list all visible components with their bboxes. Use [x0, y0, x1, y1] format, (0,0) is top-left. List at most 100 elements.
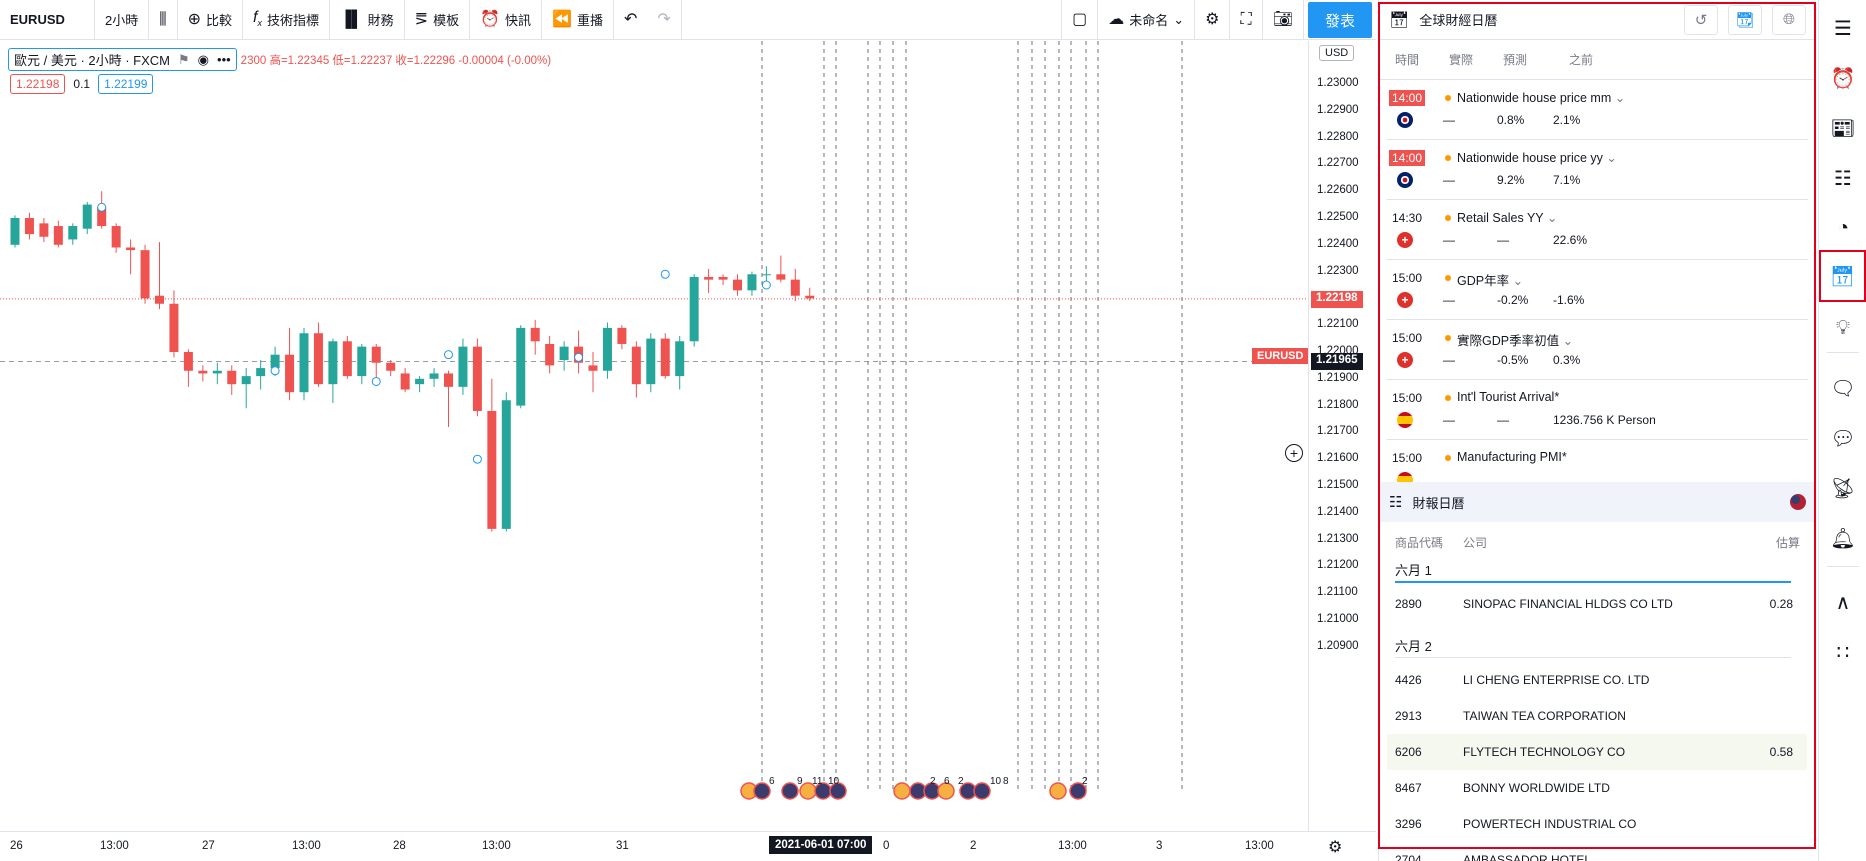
axis-settings-gear-icon[interactable]: ⚙ [1328, 839, 1343, 856]
calendar-event-row[interactable]: 14:00 Nationwide house price yy ⌄ —9.2% 7.1… [1387, 140, 1808, 200]
streams-icon[interactable]: 💬︎ [1830, 427, 1856, 450]
chevron-down-icon[interactable]: ⌄ [1614, 91, 1626, 105]
candle-body [415, 378, 425, 385]
more-icon[interactable]: ••• [217, 52, 231, 67]
price-tick: 1.21700 [1317, 425, 1359, 438]
templates-icon: ⪚ [414, 10, 429, 28]
calendar-event-row[interactable]: 15:00 Int'l Tourist Arrival* — —1236.756 K … [1387, 380, 1808, 440]
event-time: 14:30 [1392, 211, 1423, 225]
candle-body [39, 223, 49, 237]
calendar-event-row[interactable]: 14:30 Retail Sales YY ⌄ + — — 22.6% [1387, 200, 1808, 260]
candle-body [617, 327, 627, 344]
time-axis[interactable]: 26 13:00 27 13:00 28 13:00 31 0 2 13:00 3 13:00 202… [0, 831, 1376, 861]
calendar-icon[interactable]: 📅︎ [1819, 250, 1866, 302]
alerts-label: 快訊 [505, 13, 532, 28]
price-chart[interactable]: 6 9 11 10 2 6 2 10 8 2 [0, 41, 1308, 831]
calendar-event-row[interactable]: 15:00 Manufacturing PMI* [1387, 440, 1808, 482]
symbol-search-button[interactable]: EURUSD [0, 0, 95, 40]
earnings-row[interactable]: 2913 TAIWAN TEA CORPORATION [1387, 698, 1807, 734]
chart-area[interactable]: 6 9 11 10 2 6 2 10 8 2 歐元 / 美元 · 2小時 · FXCM ⚑ ◉ •… [0, 41, 1376, 861]
templates-button[interactable]: ⪚ 模板 [405, 0, 471, 40]
financials-label: 財務 [367, 13, 394, 28]
alarm-clock-icon[interactable]: ⏰ [1830, 67, 1856, 90]
sell-button[interactable]: 1.22198 [10, 74, 66, 94]
candle-body [285, 354, 295, 393]
us-flag-icon[interactable] [1790, 494, 1806, 510]
candles-icon: ⫼ [159, 10, 167, 28]
layout-name-label: 未命名 [1129, 13, 1169, 28]
financials-button[interactable]: ▐▌ 財務 [330, 0, 405, 40]
calendar-event-row[interactable]: 15:00 實際GDP季率初值 ⌄ + — -0.5% 0.3% [1387, 320, 1808, 380]
watchlist-icon[interactable]: ☰ [1834, 17, 1852, 40]
redo-icon: ↷ [657, 10, 671, 28]
earnings-company: LI CHENG ENTERPRISE CO. LTD [1463, 673, 1650, 687]
calendar-event-row[interactable]: 15:00 GDP年率 ⌄ + — -0.2% -1.6% [1387, 260, 1808, 320]
earnings-row[interactable]: 6206 FLYTECH TECHNOLOGY CO 0.58 [1387, 734, 1807, 770]
importance-dot-icon [1445, 275, 1451, 281]
candle-body [400, 373, 410, 390]
crosshair-plus-icon[interactable]: + [1285, 444, 1303, 462]
indicators-button[interactable]: fx 技術指標 [243, 0, 330, 40]
earnings-row[interactable]: 8467 BONNY WORLDWIDE LTD [1387, 770, 1807, 806]
earnings-code: 4426 [1395, 673, 1422, 687]
replay-label: 重播 [576, 13, 603, 28]
price-axis[interactable]: USD 1.23000 1.22900 1.22800 1.22700 1.22600 1… [1308, 41, 1376, 831]
ideas-icon[interactable]: 💡︎ [1836, 316, 1850, 339]
event-forecast: — [1497, 413, 1509, 427]
event-count-label: 9 [797, 776, 803, 787]
right-sidebar: ☰ ⏰ 📰︎ ☷ ◔ 📅︎ 💡︎ 🗨︎ 💬︎ 📡︎ 🔔︎ ∧ ∷ [1818, 0, 1866, 861]
trading-panel-icon[interactable]: ∧ [1835, 591, 1851, 614]
calendar-event-row[interactable]: 14:00 Nationwide house price mm ⌄ —0.8% 2.1… [1387, 80, 1808, 140]
layout-name-button[interactable]: ☁ 未命名 ⌄ [1098, 0, 1196, 40]
compare-button[interactable]: ⊕ 比較 [178, 0, 244, 40]
chevron-down-icon[interactable]: ⌄ [1606, 151, 1617, 165]
news-icon[interactable]: 📰︎ [1830, 117, 1856, 140]
earnings-row[interactable]: 4426 LI CHENG ENTERPRISE CO. LTD [1387, 662, 1807, 698]
candle-body [68, 226, 78, 240]
dom-icon[interactable]: ∷ [1836, 641, 1850, 664]
symbol-price-tag: EURUSD [1252, 348, 1309, 364]
event-name-text: Int'l Tourist Arrival* [1457, 390, 1560, 404]
globe-icon[interactable]: 🌐︎ [1772, 4, 1806, 35]
notifications-icon[interactable]: 🔔︎ [1830, 527, 1856, 550]
chats-icon[interactable]: 🗨︎ [1830, 377, 1856, 400]
earnings-row[interactable]: 2890 SINOPAC FINANCIAL HLDGS CO LTD 0.28 [1387, 586, 1807, 622]
replay-button[interactable]: ⏪ 重播 [542, 0, 614, 40]
legend-title: 歐元 / 美元 · 2小時 · FXCM [14, 53, 171, 68]
fullscreen-layout-button[interactable]: ▢ [1061, 0, 1099, 40]
interval-button[interactable]: 2小時 [95, 0, 150, 40]
flag-icon[interactable]: ⚑ [178, 51, 190, 67]
candle-body [660, 338, 670, 377]
history-icon[interactable]: ↺ [1684, 4, 1718, 35]
snapshot-button[interactable]: 📷︎ [1263, 0, 1304, 40]
undo-button[interactable]: ↶ [614, 0, 647, 40]
settings-button[interactable]: ⚙ [1195, 0, 1231, 40]
event-count-label: 10 [828, 776, 840, 787]
publish-button[interactable]: 發表 [1308, 2, 1372, 38]
candle-body [761, 274, 771, 276]
earnings-row[interactable]: 2704 AMBASSADOR HOTEL [1387, 842, 1807, 861]
legend-title-box[interactable]: 歐元 / 美元 · 2小時 · FXCM ⚑ ◉ ••• [8, 48, 237, 71]
eye-icon[interactable]: ◉ [197, 51, 210, 67]
chevron-down-icon[interactable]: ⌄ [1512, 274, 1524, 288]
candle-body [357, 346, 367, 377]
currency-badge[interactable]: USD [1319, 45, 1355, 61]
hotlist-icon[interactable]: ◔ [1836, 216, 1850, 239]
redo-button[interactable]: ↷ [647, 0, 682, 40]
broadcast-icon[interactable]: 📡︎ [1830, 477, 1856, 500]
chevron-down-icon[interactable]: ⌄ [1562, 334, 1574, 348]
candle-body [386, 362, 396, 371]
economic-event-flag-icon [829, 782, 847, 800]
buy-button[interactable]: 1.22199 [98, 74, 154, 94]
fullscreen-button[interactable]: ⛶ [1230, 0, 1263, 40]
alerts-button[interactable]: ⏰ 快訊 [470, 0, 543, 40]
chart-style-button[interactable]: ⫼ [149, 0, 178, 40]
earnings-code: 2890 [1395, 597, 1422, 611]
earnings-company: TAIWAN TEA CORPORATION [1463, 709, 1626, 723]
chevron-down-icon[interactable]: ⌄ [1546, 211, 1558, 225]
calendar-filter-icon[interactable]: 📆︎ [1728, 4, 1762, 35]
earnings-icon: ☷ [1389, 494, 1403, 511]
chart-marker-icon [574, 352, 584, 362]
earnings-row[interactable]: 3296 POWERTECH INDUSTRIAL CO [1387, 806, 1807, 842]
data-window-icon[interactable]: ☷ [1834, 167, 1852, 190]
